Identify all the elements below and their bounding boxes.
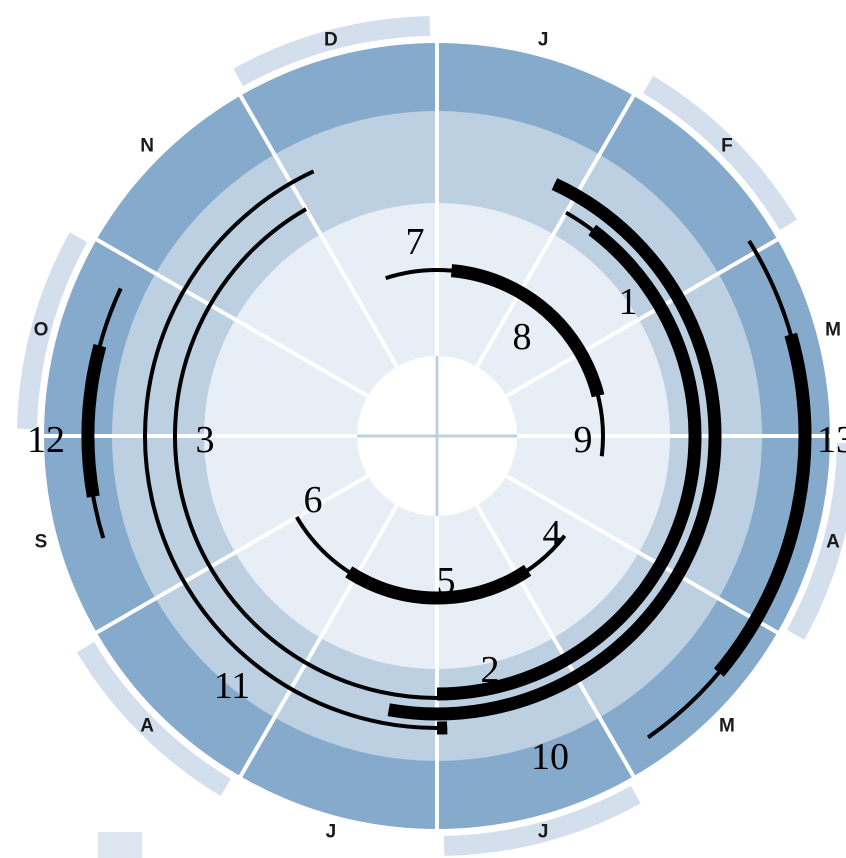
month-divider-2 (475, 69, 650, 368)
arc-label-11: 11 (214, 665, 251, 707)
month-divider-12 (224, 69, 399, 368)
month-divider-9 (70, 474, 369, 649)
month-label-7: J (326, 822, 337, 843)
month-label-5: M (719, 715, 735, 736)
month-labels: J F M A M J J A S O N D (34, 29, 841, 842)
arc-2-bold (387, 178, 722, 721)
arc-label-5: 5 (437, 560, 456, 602)
month-label-2: F (721, 136, 733, 157)
arc-label-9: 9 (574, 419, 593, 461)
month-ring-segment-6 (443, 785, 641, 856)
arc-label-8: 8 (513, 316, 532, 358)
month-divider-6 (475, 504, 650, 803)
month-divider-8 (224, 504, 399, 803)
arc-label-10: 10 (531, 736, 569, 778)
month-dividers (15, 14, 846, 858)
arc-5-bold (365, 576, 509, 605)
month-divider-11 (70, 223, 369, 398)
arc-3-thin (173, 207, 438, 700)
arc-label-7: 7 (406, 221, 425, 263)
month-label-1: J (538, 29, 549, 50)
legend-swatch (98, 832, 142, 858)
arc-label-6: 6 (304, 479, 323, 521)
month-label-8: A (140, 715, 154, 736)
arc-7-thin (385, 268, 452, 281)
arc-label-2: 2 (481, 649, 500, 691)
arc-label-3: 3 (196, 419, 215, 461)
arc-label-1: 1 (619, 281, 638, 323)
arc-13-bold (713, 332, 812, 677)
center-area (357, 356, 517, 516)
month-label-3: M (825, 319, 841, 340)
arc-label-12: 12 (27, 419, 65, 461)
month-ring-segment-2 (643, 75, 798, 230)
arc-label-13: 13 (817, 419, 846, 461)
arc-12-bold (81, 343, 107, 498)
arc-4-bold (502, 564, 532, 589)
month-ring-segment-10 (17, 232, 88, 430)
arc-label-4: 4 (543, 513, 562, 555)
month-label-10: O (34, 319, 49, 340)
month-label-11: N (140, 136, 154, 157)
month-label-4: A (826, 532, 840, 553)
month-ring-segment-12 (233, 16, 431, 87)
month-ring-segment-8 (76, 642, 231, 797)
month-ring-segment-4 (786, 442, 846, 640)
arc-6-bold (345, 566, 372, 589)
arc-9-bold (572, 344, 605, 398)
arc-11-thin (143, 169, 438, 730)
month-divider-3 (505, 223, 804, 398)
period-arcs (81, 169, 812, 740)
month-label-12: D (324, 29, 338, 50)
month-label-9: S (35, 532, 48, 553)
month-label-6: J (538, 822, 549, 843)
arc-8-bold (450, 264, 584, 352)
arc-1-bold (436, 224, 702, 701)
